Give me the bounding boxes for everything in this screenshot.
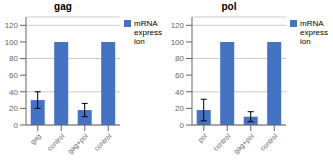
svg-text:20: 20 — [175, 104, 184, 113]
html-text:mRNA express ion: mRNA express ion — [134, 19, 162, 46]
html-text:gag: gag — [54, 1, 72, 12]
html-text:pol: pol — [221, 1, 237, 12]
html-text:mRNA express ion: mRNA express ion — [300, 19, 328, 46]
svg-text:80: 80 — [175, 54, 184, 63]
svg-text:100: 100 — [8, 38, 19, 47]
svg-text:control: control — [93, 132, 113, 152]
svg-text:120: 120 — [171, 21, 185, 30]
svg-text:0: 0 — [14, 121, 19, 130]
svg-text:control: control — [259, 132, 279, 152]
svg-text:60: 60 — [175, 71, 184, 80]
svg-text:20: 20 — [9, 104, 18, 113]
svg-text:pol: pol — [196, 132, 209, 145]
svg-text:gag+pol: gag+pol — [232, 132, 256, 156]
svg-text:gag: gag — [29, 132, 43, 146]
svg-text:100: 100 — [171, 38, 185, 47]
svg-text:120: 120 — [8, 21, 19, 30]
svg-text:0: 0 — [180, 121, 185, 130]
svg-text:gag+pol: gag+pol — [66, 132, 90, 156]
svg-text:80: 80 — [9, 54, 18, 63]
svg-text:control: control — [212, 132, 232, 152]
svg-text:control: control — [46, 132, 66, 152]
svg-text:40: 40 — [175, 88, 184, 97]
svg-text:40: 40 — [9, 88, 18, 97]
svg-text:60: 60 — [9, 71, 18, 80]
